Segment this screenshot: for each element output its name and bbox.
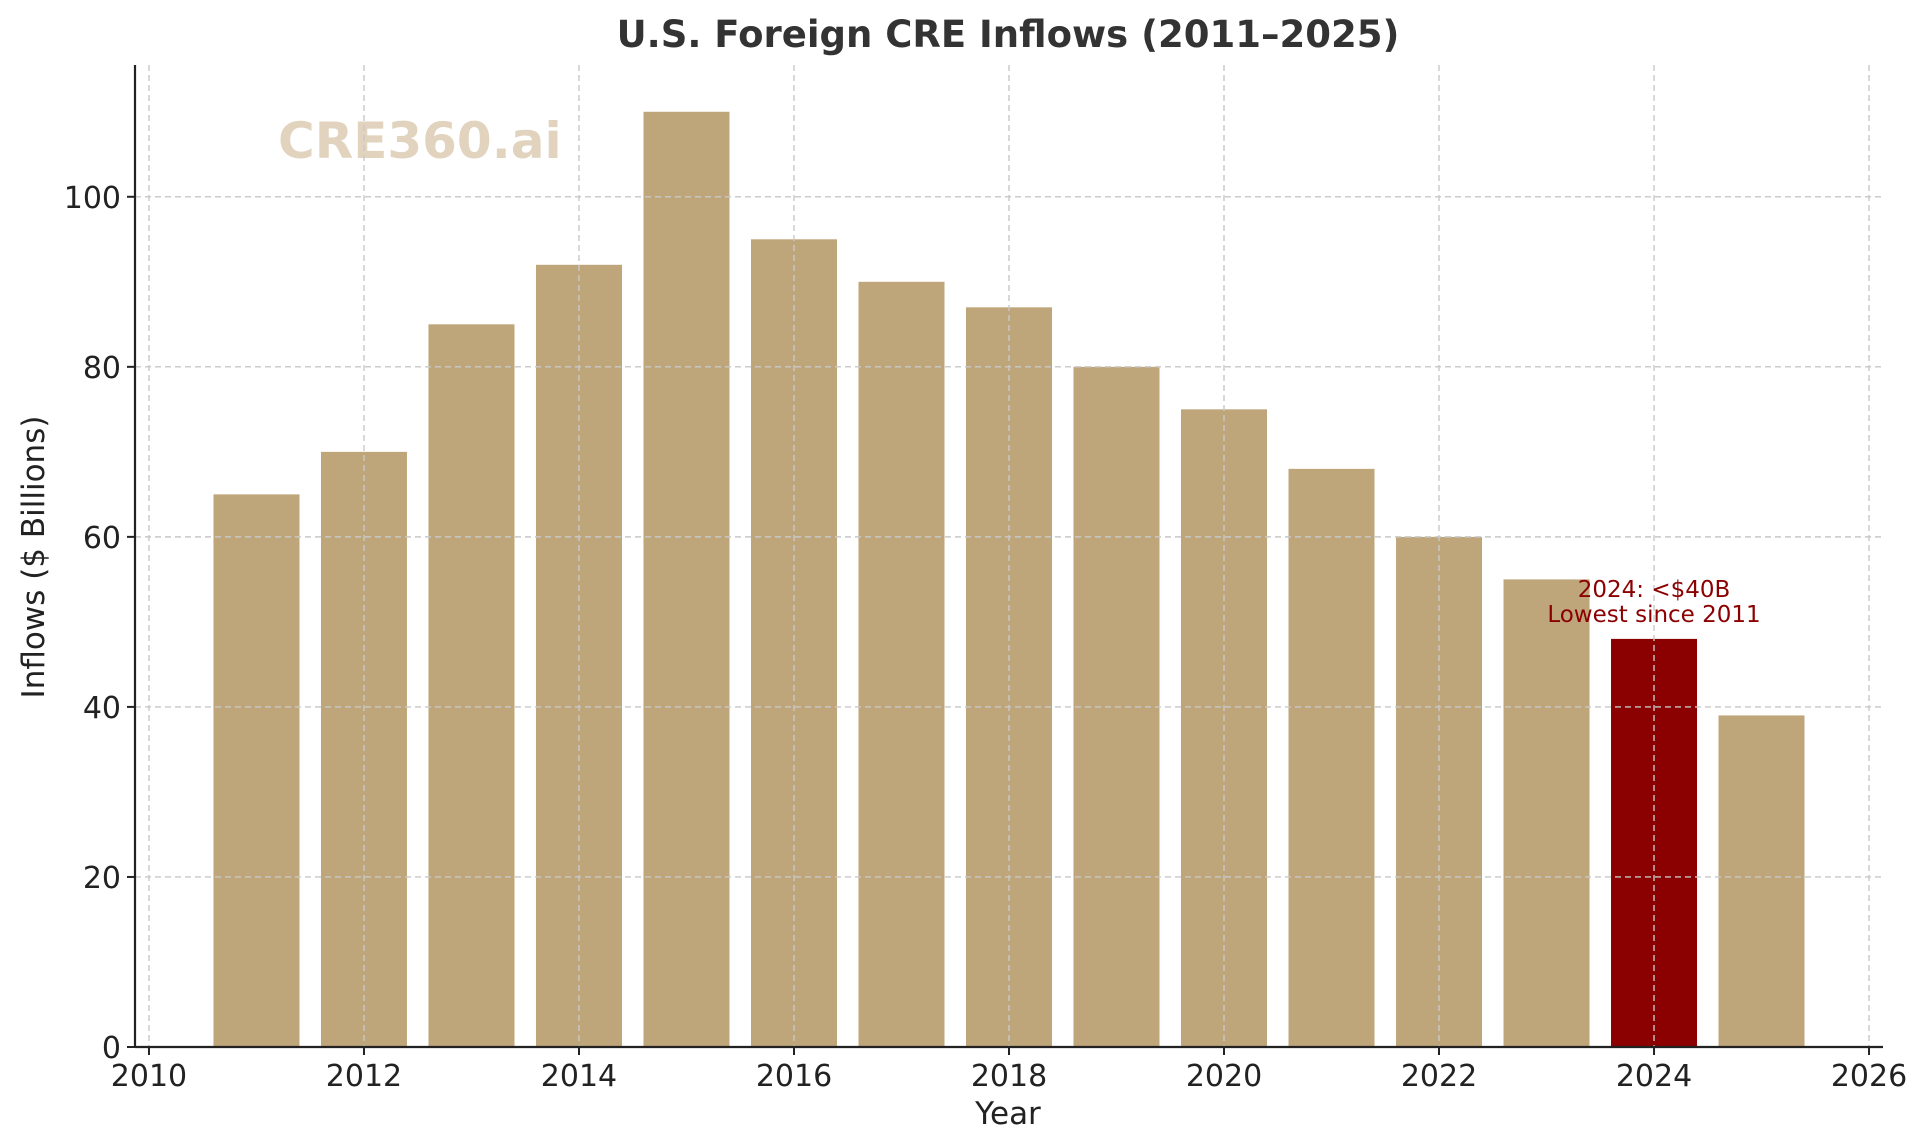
x-tick-label-2024: 2024 (1616, 1059, 1692, 1094)
y-tick-label-80: 80 (83, 351, 121, 386)
chart-title: U.S. Foreign CRE Inflows (2011–2025) (617, 13, 1400, 56)
x-tick-label-2022: 2022 (1401, 1059, 1477, 1094)
y-tick-label-20: 20 (83, 861, 121, 896)
x-tick-label-2012: 2012 (326, 1059, 402, 1094)
x-tick-label-2018: 2018 (971, 1059, 1047, 1094)
annotation-line-2: Lowest since 2011 (1547, 602, 1760, 628)
grid-lines (135, 65, 1883, 1048)
x-tick-label-2020: 2020 (1186, 1059, 1262, 1094)
bar-2022 (1396, 536, 1483, 1047)
bar-2013 (428, 324, 515, 1047)
axes (127, 65, 1883, 1055)
bar-2017 (858, 281, 945, 1048)
x-tick-label-2014: 2014 (541, 1059, 617, 1094)
x-tick-label-2010: 2010 (111, 1059, 187, 1094)
x-tick-label-2026: 2026 (1831, 1059, 1907, 1094)
bar-2025 (1718, 715, 1805, 1047)
x-axis-title: Year (974, 1096, 1041, 1132)
x-tick-label-2016: 2016 (756, 1059, 832, 1094)
y-axis-title: Inflows ($ Billions) (16, 416, 52, 699)
annotation-line-1: 2024: <$40B (1578, 577, 1731, 603)
bar-2015 (643, 111, 730, 1047)
y-tick-label-60: 60 (83, 521, 121, 556)
y-tick-label-0: 0 (102, 1031, 121, 1066)
watermark-logo: CRE360.ai (278, 112, 562, 170)
y-tick-label-40: 40 (83, 691, 121, 726)
y-tick-label-100: 100 (64, 181, 121, 216)
bar-2016 (750, 239, 837, 1047)
tick-labels: 2010 2012 2014 2016 2018 2020 2022 2024 2026 0 20 4… (64, 181, 1907, 1094)
bar-2011 (213, 494, 300, 1047)
bar-2023 (1503, 579, 1590, 1047)
bar-2021 (1288, 468, 1375, 1048)
